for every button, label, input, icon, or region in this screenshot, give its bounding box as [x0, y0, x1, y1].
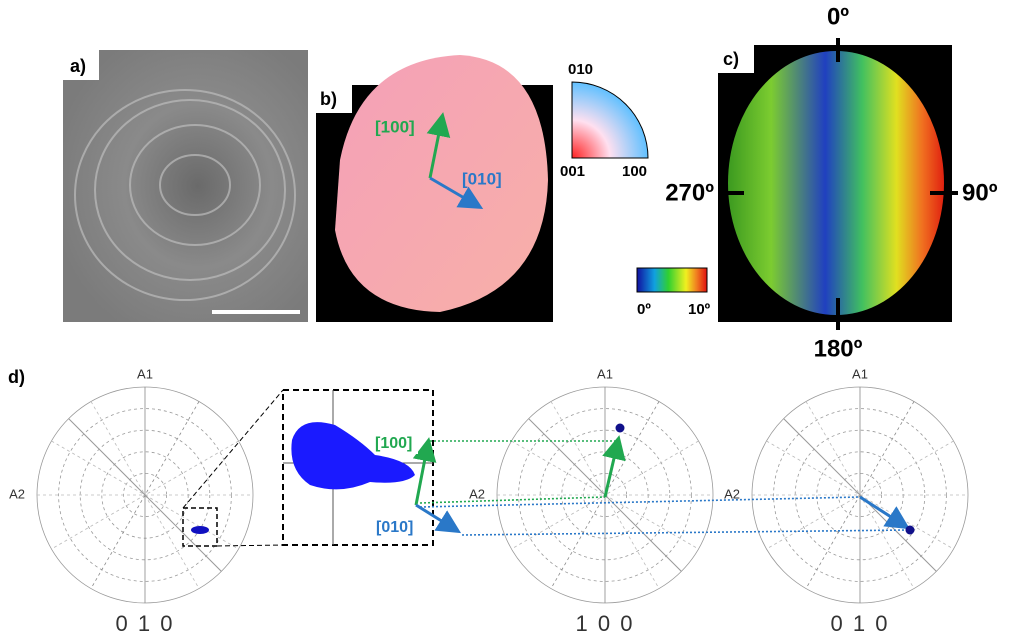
label-bg	[316, 85, 352, 113]
axis-label: A1	[137, 366, 153, 381]
pole-point	[905, 525, 915, 535]
axis-label: A2	[9, 486, 25, 501]
axis-label: A2	[724, 486, 740, 501]
pole-grid	[783, 418, 937, 572]
direction-arrow	[602, 435, 626, 498]
pole-grid	[539, 429, 671, 561]
axis-label: A1	[852, 366, 868, 381]
panel-label: c)	[723, 49, 739, 69]
sem-image	[63, 50, 308, 322]
axis-label: A2	[469, 486, 485, 501]
angle-label: 0º	[827, 3, 849, 30]
ipf-key	[571, 81, 649, 159]
zoom-line	[182, 389, 284, 509]
ipf-label: 001	[560, 163, 585, 180]
colorbar-label: 0º	[637, 301, 651, 318]
pole-cluster	[191, 526, 209, 534]
pole-figures: A1 A2 0 1 0 A1 A2 1 0 0 A1 A2 0 1 0	[9, 366, 969, 636]
panel-label: b)	[320, 89, 337, 109]
pole-figure-title: 1 0 0	[576, 611, 635, 636]
pole-grid	[794, 429, 926, 561]
label-bg	[374, 432, 418, 454]
direction-arrow	[426, 112, 451, 179]
direction-label: [010]	[376, 519, 413, 536]
projection-lines	[419, 440, 911, 536]
sem-texture	[74, 89, 296, 301]
direction-label: [100]	[375, 435, 412, 452]
direction-arrow	[415, 503, 462, 534]
pole-grid	[68, 418, 222, 572]
pole-grid	[79, 429, 211, 561]
ipf-label: 100	[622, 163, 647, 180]
direction-arrow	[429, 176, 484, 210]
inset-cluster	[291, 422, 415, 490]
ipf-label: 010	[568, 61, 593, 78]
pole-figure-title: 0 1 0	[116, 611, 175, 636]
panel-label: d)	[8, 367, 25, 387]
pole-figure-title: 0 1 0	[831, 611, 890, 636]
colorbar-label: 10º	[688, 301, 711, 318]
zoom-box	[182, 507, 218, 547]
angle-label: 180º	[814, 335, 863, 362]
pole-point	[615, 423, 625, 433]
angle-ticks	[718, 38, 958, 330]
axis-label: A1	[597, 366, 613, 381]
direction-arrow	[859, 495, 911, 530]
angle-label: 90º	[962, 179, 998, 206]
label-bg	[63, 50, 99, 80]
panel-label: a)	[70, 56, 86, 76]
angle-label: 270º	[665, 179, 714, 206]
label-bg	[718, 45, 754, 73]
direction-arrow	[412, 437, 437, 506]
direction-label: [100]	[375, 117, 415, 136]
direction-label: [010]	[462, 169, 502, 188]
zoom-line	[216, 544, 284, 547]
colorbar	[636, 267, 708, 293]
grain	[728, 51, 944, 315]
